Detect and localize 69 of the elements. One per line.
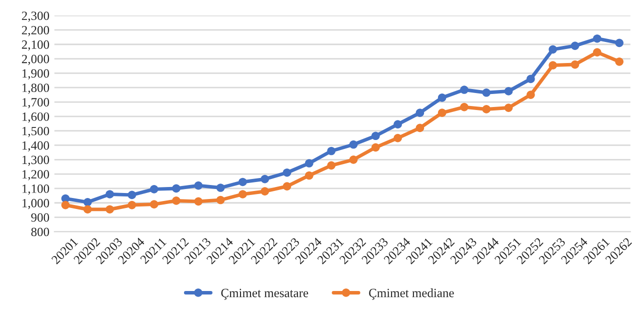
point (593, 48, 602, 56)
point (570, 42, 580, 50)
point (150, 185, 158, 194)
point (327, 161, 336, 170)
point (526, 74, 535, 84)
y-tick-label: 1,400 (22, 141, 50, 152)
y-tick-label: 800 (31, 228, 50, 236)
point (349, 155, 358, 164)
point (438, 108, 446, 117)
point (548, 45, 558, 54)
point (83, 205, 92, 214)
point (327, 146, 336, 156)
point (238, 190, 247, 198)
y-tick-label: 2,000 (22, 54, 50, 66)
point (128, 200, 136, 210)
y-tick-label: 1,900 (22, 69, 50, 80)
point (371, 143, 380, 152)
point (172, 184, 180, 193)
point (416, 108, 424, 117)
point (238, 178, 247, 186)
point (460, 102, 468, 112)
point (282, 168, 292, 177)
point (371, 132, 380, 140)
point (128, 190, 136, 200)
point (548, 61, 558, 70)
point (216, 196, 225, 204)
point (526, 90, 535, 99)
legend-label: Çmimet mediane (369, 288, 454, 300)
point (615, 38, 624, 48)
point (482, 105, 491, 114)
point (83, 198, 92, 206)
point (394, 134, 402, 142)
y-tick-label: 1,500 (22, 126, 50, 138)
point (438, 94, 446, 102)
point (106, 190, 114, 198)
point (570, 60, 580, 69)
y-tick-label: 2,100 (22, 40, 50, 51)
point (394, 120, 402, 129)
point (593, 34, 602, 43)
point (482, 88, 491, 97)
point (305, 159, 314, 168)
point (194, 181, 203, 190)
y-tick-label: 1,800 (22, 84, 50, 94)
point (504, 87, 513, 96)
y-tick-label: 900 (31, 213, 50, 222)
point (416, 124, 424, 132)
y-tick-label: 1,600 (22, 112, 50, 123)
y-tick-label: 1,300 (22, 156, 50, 166)
y-tick-label: 1,700 (22, 98, 50, 108)
point (615, 57, 624, 66)
y-tick-label: 2,200 (22, 26, 50, 36)
point (460, 86, 468, 94)
point (216, 184, 225, 192)
point (61, 200, 70, 210)
point (172, 196, 180, 205)
legend-label: Çmimet mesatare (221, 288, 308, 300)
y-tick-label: 1,200 (22, 170, 50, 180)
point (260, 187, 270, 196)
y-tick-label: 1,000 (22, 198, 50, 210)
point (150, 200, 158, 208)
y-tick-label: 1,100 (22, 184, 50, 195)
y-tick-label: 2,300 (22, 12, 50, 22)
point (504, 104, 513, 112)
point (349, 140, 358, 149)
point (260, 174, 270, 184)
point (282, 182, 292, 190)
point (106, 205, 114, 214)
point (305, 171, 314, 180)
point (194, 197, 203, 206)
